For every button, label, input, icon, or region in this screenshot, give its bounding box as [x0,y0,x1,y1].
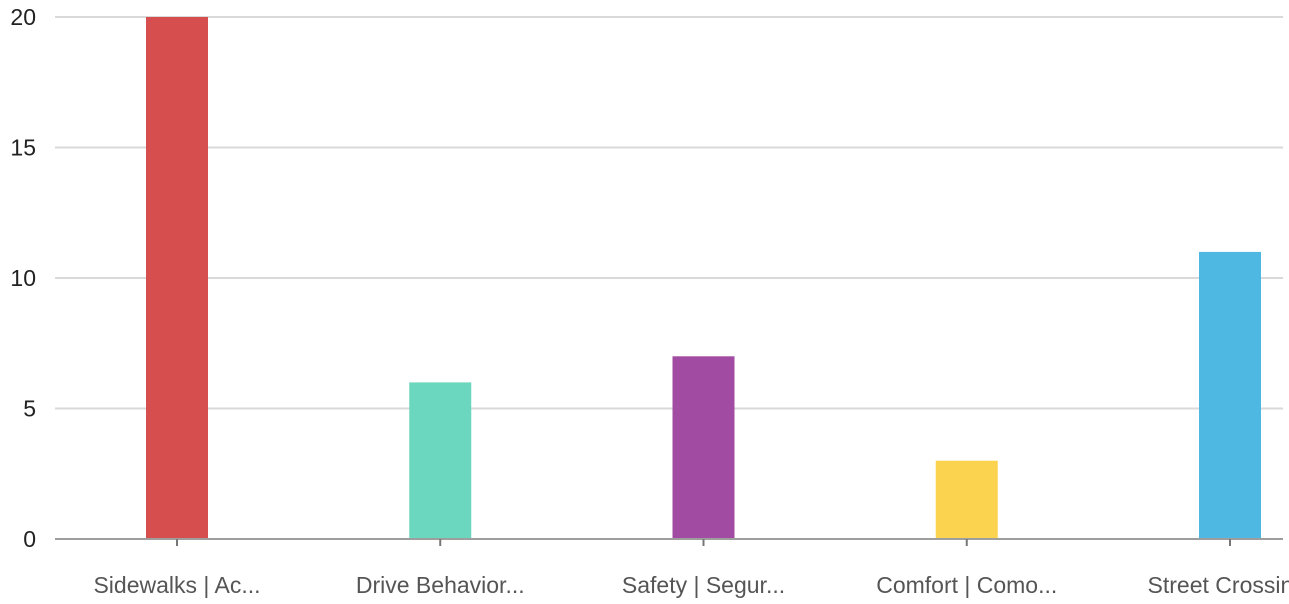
x-category-label-1: Sidewalks | Ac... [93,572,260,598]
y-tick-label-0: 0 [23,526,36,552]
x-category-label-5: Street Crossin... [1148,572,1289,598]
bar-3 [672,356,735,539]
bar-5 [1199,251,1261,539]
y-tick-label-15: 15 [10,135,36,161]
x-axis-category-labels: Sidewalks | Ac... Drive Behavior... Safety… [93,572,1289,598]
y-axis-tick-labels: 0 5 10 15 20 [10,4,36,552]
x-category-label-3: Safety | Segur... [622,572,785,598]
bar-2 [409,382,472,539]
y-tick-label-5: 5 [23,396,36,422]
y-tick-label-10: 10 [10,265,36,291]
x-category-label-2: Drive Behavior... [356,572,525,598]
x-category-label-4: Comfort | Como... [876,572,1057,598]
y-tick-label-20: 20 [10,4,36,30]
bars [146,17,1261,539]
gridlines [55,16,1283,410]
x-axis [55,538,1283,546]
bar-4 [935,460,998,539]
bar-1 [146,17,208,539]
